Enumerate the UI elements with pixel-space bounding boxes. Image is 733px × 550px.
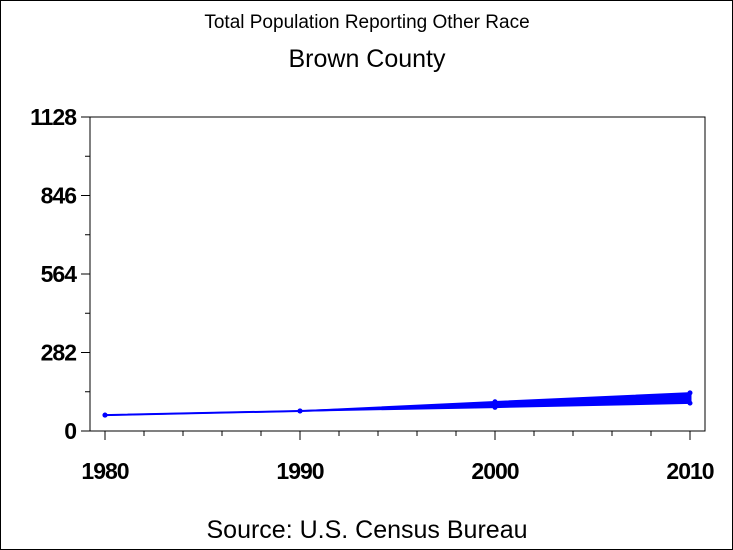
y-axis: 0 282 564 846 1128 <box>30 104 90 444</box>
x-axis: 1980 1990 2000 2010 <box>81 431 715 484</box>
chart-subtitle: Brown County <box>288 45 446 73</box>
data-point-high <box>687 390 693 396</box>
plot-area <box>89 116 706 432</box>
source-note: Source: U.S. Census Bureau <box>207 516 528 544</box>
x-tick-label: 1980 <box>81 458 128 484</box>
data-point-low <box>297 408 303 414</box>
chart-title: Total Population Reporting Other Race <box>204 12 529 33</box>
y-tick-label: 1128 <box>30 104 77 130</box>
series-line <box>104 397 691 417</box>
series-band <box>104 392 691 416</box>
y-tick-label: 846 <box>41 183 77 209</box>
data-point-high <box>492 399 498 405</box>
y-tick-label: 282 <box>41 340 77 366</box>
x-tick-label: 2000 <box>471 458 518 484</box>
y-tick-label: 564 <box>41 261 78 287</box>
data-point-low <box>687 400 693 406</box>
x-tick-label: 1990 <box>276 458 323 484</box>
data-point-low <box>102 412 108 418</box>
data-series <box>102 390 693 418</box>
y-tick-label: 0 <box>64 418 76 444</box>
data-point-low <box>492 404 498 410</box>
x-tick-label: 2010 <box>666 458 713 484</box>
